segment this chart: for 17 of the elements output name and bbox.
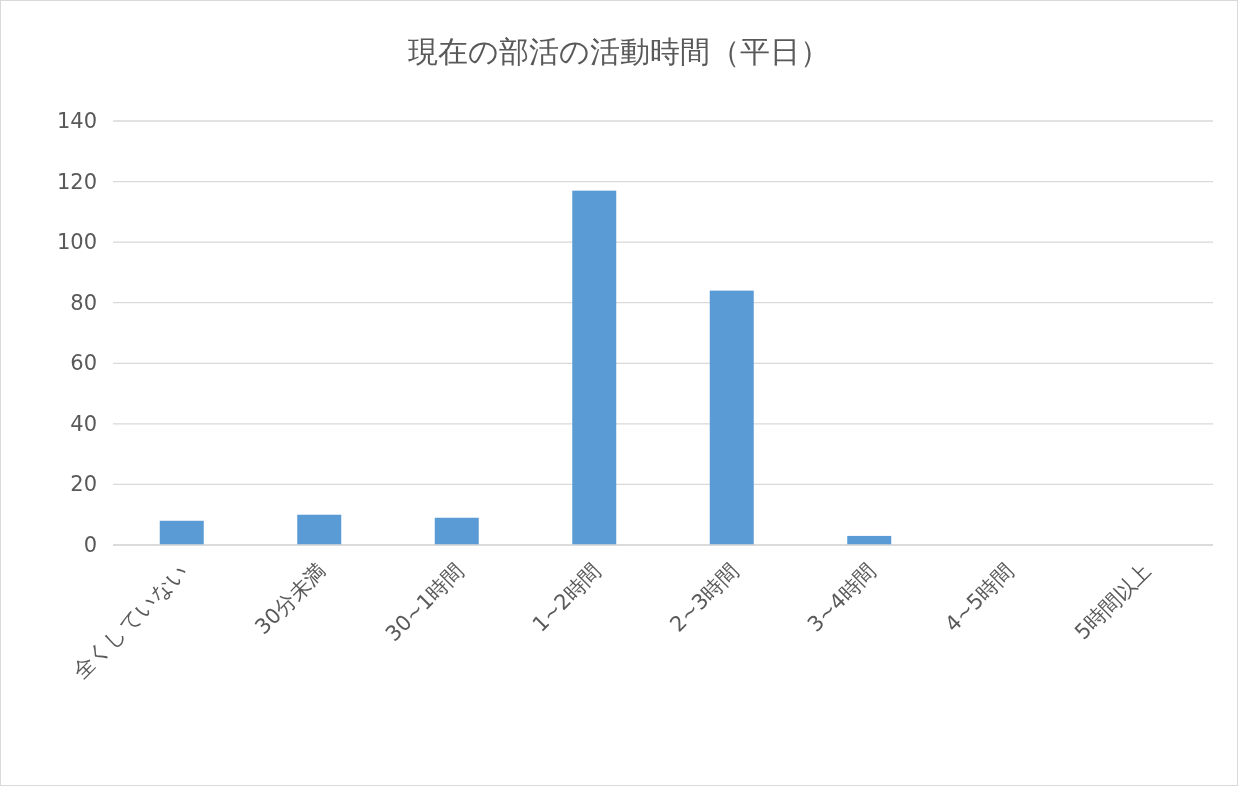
- y-tick-label: 60: [70, 351, 97, 376]
- bar: [297, 514, 342, 545]
- bar: [572, 190, 617, 545]
- x-tick-label: 5時間以上: [1069, 558, 1156, 645]
- y-tick-label: 120: [56, 169, 97, 194]
- y-tick-label: 100: [56, 230, 97, 255]
- bar: [434, 517, 479, 545]
- chart-title: 現在の部活の活動時間（平日）: [408, 34, 830, 69]
- y-tick-label: 80: [70, 290, 97, 315]
- y-tick-label: 40: [70, 411, 97, 436]
- y-tick-label: 20: [70, 472, 97, 497]
- y-tick-label: 140: [56, 109, 97, 133]
- bar: [709, 290, 754, 545]
- x-tick-label: 30分未満: [250, 558, 331, 639]
- bar: [159, 520, 204, 545]
- y-tick-label: 0: [83, 533, 97, 557]
- x-tick-label: 全くしていない: [68, 558, 194, 684]
